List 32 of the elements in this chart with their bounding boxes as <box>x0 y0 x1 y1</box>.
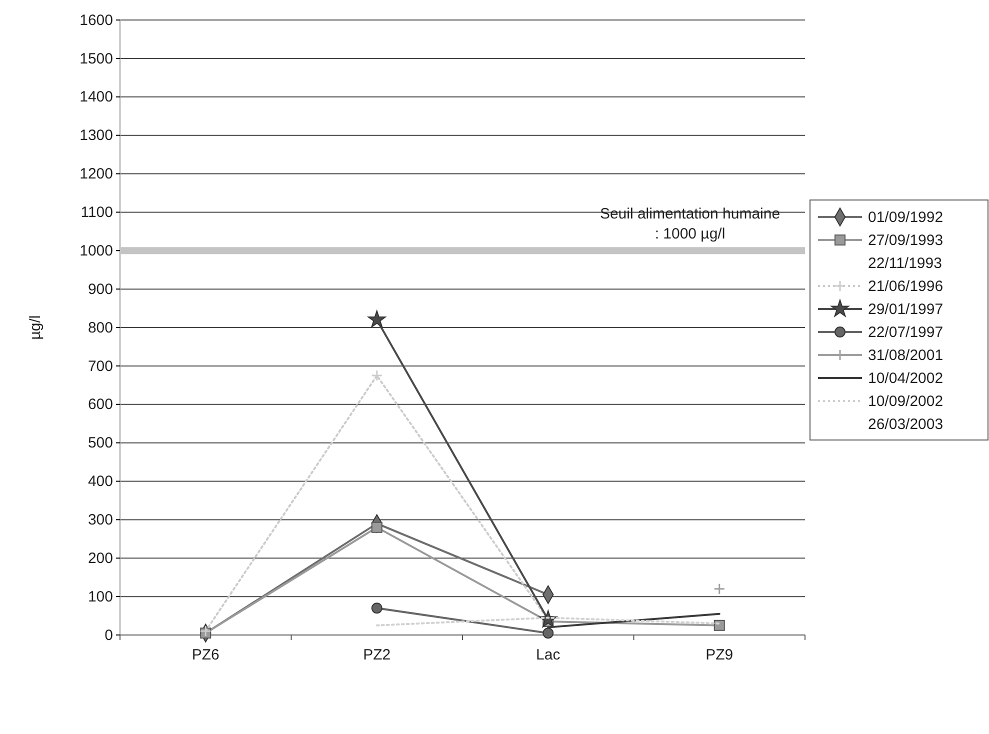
y-tick-label: 1400 <box>80 88 113 106</box>
legend-label: 27/09/1993 <box>868 232 944 249</box>
y-tick-label: 700 <box>88 358 113 375</box>
y-tick-label: 800 <box>88 319 113 336</box>
y-tick-label: 1300 <box>80 127 113 144</box>
y-tick-label: 1100 <box>80 204 113 221</box>
y-tick-label: 1200 <box>80 166 113 183</box>
legend-label: 21/06/1996 <box>868 278 944 295</box>
legend-label: 10/04/2002 <box>868 370 944 387</box>
y-tick-label: 1500 <box>80 50 113 68</box>
legend-label: 31/08/2001 <box>868 347 944 364</box>
y-axis-title: µg/l <box>27 315 44 340</box>
y-tick-label: 400 <box>88 473 113 490</box>
legend-label: 22/07/1997 <box>868 324 944 341</box>
y-tick-label: 200 <box>88 550 113 567</box>
text: 22/11/1993 <box>868 255 942 272</box>
y-tick-label: 600 <box>88 396 113 414</box>
y-tick-label: 100 <box>88 588 113 606</box>
y-tick-label: 0 <box>104 626 113 644</box>
legend-label: 29/01/1997 <box>868 301 944 318</box>
legend-label: 01/09/1992 <box>868 209 944 226</box>
x-tick-label: PZ6 <box>192 646 220 664</box>
y-tick-label: 300 <box>88 511 113 528</box>
y-tick-label: 900 <box>88 280 113 298</box>
legend-label: 10/09/2002 <box>868 393 944 410</box>
x-tick-label: PZ9 <box>706 646 734 664</box>
y-tick-label: 500 <box>88 434 113 452</box>
y-tick-label: 1600 <box>80 12 113 29</box>
x-tick-label: Lac <box>536 646 561 664</box>
y-tick-label: 1000 <box>80 242 113 260</box>
x-tick-label: PZ2 <box>363 646 391 664</box>
text: 26/03/2003 <box>868 416 944 433</box>
